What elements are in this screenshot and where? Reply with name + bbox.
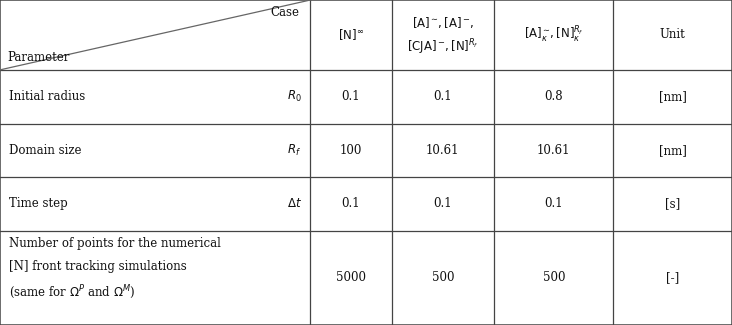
Text: $R_f$: $R_f$ bbox=[288, 143, 302, 158]
Text: 0.1: 0.1 bbox=[433, 197, 452, 211]
Text: 10.61: 10.61 bbox=[426, 144, 460, 157]
Text: [nm]: [nm] bbox=[659, 90, 687, 103]
Text: Domain size: Domain size bbox=[9, 144, 81, 157]
Text: Parameter: Parameter bbox=[7, 51, 70, 64]
Text: 100: 100 bbox=[340, 144, 362, 157]
Text: [-]: [-] bbox=[666, 271, 679, 284]
Text: Time step: Time step bbox=[9, 197, 67, 211]
Text: 10.61: 10.61 bbox=[537, 144, 570, 157]
Text: $[\mathrm{A}]^\sim_\kappa\!, [\mathrm{N}]^{R_{\!f}}_\kappa$: $[\mathrm{A}]^\sim_\kappa\!, [\mathrm{N}… bbox=[524, 25, 583, 45]
Text: [nm]: [nm] bbox=[659, 144, 687, 157]
Text: [N] front tracking simulations: [N] front tracking simulations bbox=[9, 260, 187, 273]
Text: Unit: Unit bbox=[660, 29, 686, 41]
Text: $R_0$: $R_0$ bbox=[287, 89, 302, 104]
Text: $[\mathrm{N}]^\infty$: $[\mathrm{N}]^\infty$ bbox=[338, 28, 364, 42]
Text: $\Delta t$: $\Delta t$ bbox=[286, 197, 302, 211]
Text: Initial radius: Initial radius bbox=[9, 90, 85, 103]
Text: (same for $\Omega^P$ and $\Omega^M$): (same for $\Omega^P$ and $\Omega^M$) bbox=[9, 283, 135, 301]
Text: 500: 500 bbox=[542, 271, 565, 284]
Text: 0.1: 0.1 bbox=[342, 197, 360, 211]
Text: Case: Case bbox=[270, 6, 299, 19]
Text: $[\mathrm{A}]^\sim\!, [\mathrm{A}]^-\!,$: $[\mathrm{A}]^\sim\!, [\mathrm{A}]^-\!,$ bbox=[411, 15, 474, 30]
Text: $[\mathrm{CJA}]^-\!, [\mathrm{N}]^{R_{\!f}}$: $[\mathrm{CJA}]^-\!, [\mathrm{N}]^{R_{\!… bbox=[407, 37, 479, 57]
Text: Number of points for the numerical: Number of points for the numerical bbox=[9, 237, 220, 250]
Text: 0.8: 0.8 bbox=[545, 90, 563, 103]
Text: 0.1: 0.1 bbox=[545, 197, 563, 211]
Text: 0.1: 0.1 bbox=[433, 90, 452, 103]
Text: 500: 500 bbox=[432, 271, 454, 284]
Text: 0.1: 0.1 bbox=[342, 90, 360, 103]
Text: 5000: 5000 bbox=[336, 271, 366, 284]
Text: [s]: [s] bbox=[665, 197, 680, 211]
